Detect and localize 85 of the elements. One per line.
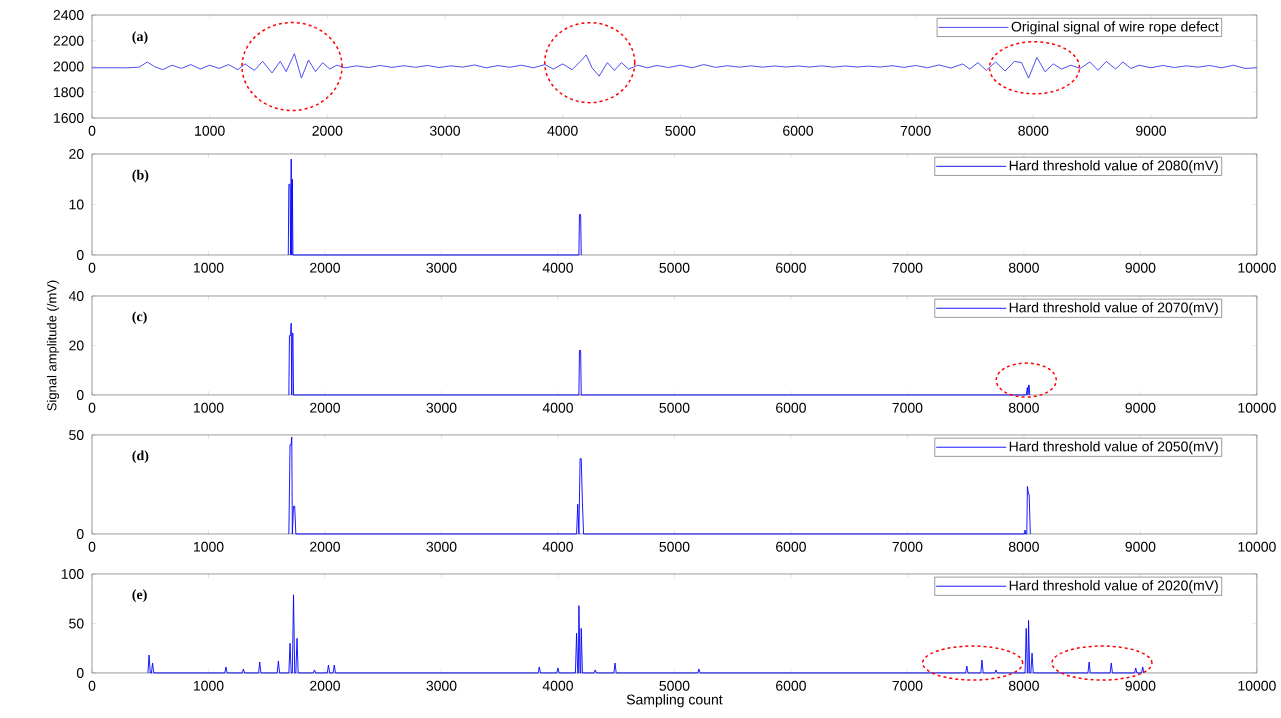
x-tick-label: 1000 [193, 541, 224, 552]
y-tick-label: 0 [76, 529, 84, 539]
legend-label: Hard threshold value of 2020(mV) [1009, 580, 1218, 594]
line-series [91, 53, 1258, 79]
x-tick-label: 3000 [426, 262, 457, 273]
y-tick-label: 50 [69, 618, 84, 629]
x-tick-label: 10000 [1238, 262, 1276, 273]
x-tick-label: 7000 [892, 541, 923, 552]
y-axis-title: Signal amplitude (/mV) [46, 280, 60, 411]
x-tick-label: 2000 [310, 680, 340, 691]
x-tick-label: 9000 [1136, 125, 1166, 136]
x-tick-label: 3000 [426, 402, 457, 413]
y-tick-label: 0 [76, 390, 84, 400]
x-tick-label: 5000 [659, 402, 690, 413]
y-tick-label: 2200 [53, 35, 84, 46]
x-tick-label: 4000 [547, 125, 578, 136]
x-tick-label: 8000 [1008, 680, 1039, 691]
y-tick-label: 20 [69, 149, 84, 159]
y-tick-label: 2400 [53, 10, 84, 20]
x-tick-label: 1000 [193, 680, 224, 691]
x-tick-label: 1000 [193, 402, 224, 413]
x-tick-label: 7000 [892, 680, 923, 691]
x-tick-label: 0 [88, 541, 96, 552]
x-tick-label: 4000 [542, 541, 573, 552]
y-tick-label: 50 [69, 430, 84, 440]
y-tick-label: 100 [61, 569, 84, 579]
legend-label: Hard threshold value of 2070(mV) [1009, 302, 1218, 316]
x-tick-label: 9000 [1125, 262, 1156, 273]
x-tick-label: 9000 [1125, 402, 1156, 413]
x-tick-label: 6000 [776, 541, 806, 552]
y-tick-label: 10 [69, 199, 84, 210]
y-tick-label: 1800 [54, 87, 84, 98]
x-tick-label: 0 [88, 125, 96, 136]
y-tick-label: 2000 [53, 61, 84, 72]
x-tick-label: 6000 [776, 262, 806, 273]
annotation: (c) [132, 311, 147, 325]
annotation: (a) [132, 31, 148, 45]
x-tick-label: 0 [88, 402, 96, 413]
x-tick-label: 5000 [665, 125, 696, 136]
annotation: (e) [132, 589, 147, 603]
x-tick-label: 2000 [312, 125, 343, 136]
y-tick-label: 20 [69, 340, 84, 351]
x-tick-label: 1000 [195, 125, 225, 136]
x-tick-label: 2000 [310, 262, 340, 273]
x-tick-label: 0 [88, 680, 96, 691]
x-tick-label: 10000 [1238, 680, 1276, 691]
x-tick-label: 6000 [776, 402, 806, 413]
x-tick-label: 4000 [542, 680, 573, 691]
x-tick-label: 3000 [426, 541, 457, 552]
x-tick-label: 6000 [783, 125, 814, 136]
legend-label: Hard threshold value of 2080(mV) [1009, 160, 1218, 174]
x-tick-label: 7000 [900, 125, 931, 136]
x-tick-label: 5000 [659, 541, 690, 552]
x-tick-label: 8000 [1018, 125, 1049, 136]
legend-label: Hard threshold value of 2050(mV) [1009, 441, 1218, 455]
annotation: (b) [132, 169, 149, 183]
x-tick-label: 8000 [1008, 541, 1039, 552]
x-tick-label: 7000 [892, 402, 923, 413]
y-tick-label: 0 [76, 250, 84, 260]
x-tick-label: 0 [88, 262, 96, 273]
annotation: (d) [132, 450, 149, 464]
x-tick-label: 8000 [1008, 262, 1039, 273]
x-tick-label: 4000 [542, 402, 573, 413]
x-tick-label: 2000 [310, 402, 340, 413]
x-tick-label: 2000 [310, 541, 340, 552]
x-tick-label: 8000 [1008, 402, 1039, 413]
line-series [288, 322, 1031, 396]
x-tick-label: 10000 [1238, 402, 1276, 413]
x-tick-label: 1000 [193, 262, 224, 273]
x-tick-label: 4000 [542, 262, 573, 273]
y-tick-label: 0 [76, 668, 84, 678]
x-tick-label: 3000 [429, 125, 461, 136]
legend-label: Original signal of wire rope defect [1011, 21, 1219, 35]
x-tick-label: 9000 [1125, 541, 1156, 552]
x-axis-title: Sampling count [626, 694, 723, 708]
y-tick-label: 1600 [54, 113, 84, 123]
x-tick-label: 5000 [659, 262, 690, 273]
x-tick-label: 10000 [1238, 541, 1276, 552]
x-tick-label: 7000 [892, 262, 923, 273]
x-tick-label: 9000 [1125, 680, 1156, 691]
x-tick-label: 6000 [776, 680, 806, 691]
x-tick-label: 3000 [426, 680, 457, 691]
line-series [147, 594, 1145, 674]
x-tick-label: 5000 [659, 680, 690, 691]
y-tick-label: 40 [68, 291, 84, 301]
